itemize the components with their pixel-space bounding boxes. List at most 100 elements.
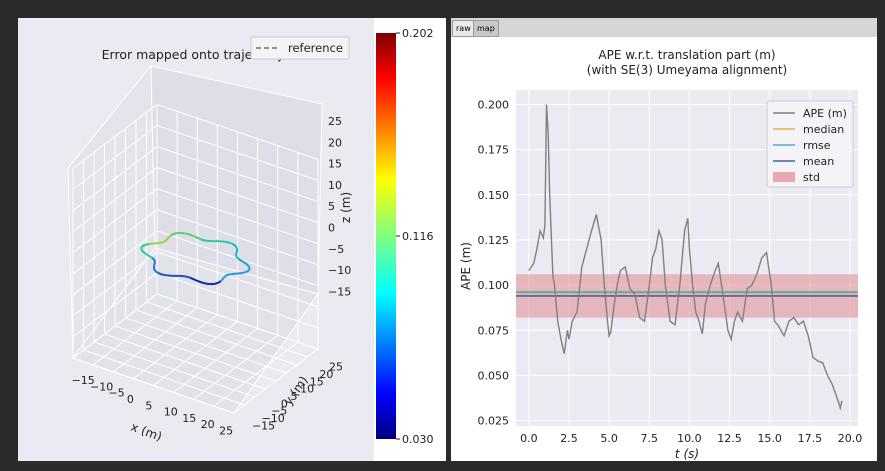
trajectory-segment <box>225 274 228 277</box>
floor-grid-line <box>146 301 308 358</box>
x-tick-label: 5 <box>145 399 152 412</box>
trajectory-segment <box>140 245 144 249</box>
trajectory-segment <box>194 278 198 282</box>
trajectory-segment <box>142 250 146 254</box>
trajectory-3d-plot: Error mapped onto trajectory reference −… <box>18 18 434 461</box>
trajectory-segment <box>234 244 237 248</box>
trajectory-segment <box>235 246 238 249</box>
trajectory-segment <box>230 242 234 245</box>
z-tick-label: −15 <box>328 285 351 298</box>
y-axis-label: APE (m) <box>459 242 473 290</box>
legend-swatch-std <box>773 172 795 182</box>
y-tick-label: −10 <box>262 412 285 425</box>
x-tick-label: 20 <box>201 418 215 431</box>
z-tick-label: 25 <box>328 115 342 128</box>
axis-ticks: −15−10−5 0 5 10 15 20 25 −15−10−505101520252520… <box>72 115 352 438</box>
trajectory-segment <box>185 275 189 279</box>
trajectory-segment <box>240 259 244 263</box>
trajectory-segment <box>173 232 177 235</box>
floor-grid-line <box>135 309 298 366</box>
colorbar-min-label: 0.030 <box>402 433 434 446</box>
trajectory-segment <box>155 270 159 274</box>
trajectory-segment <box>247 268 251 272</box>
y-tick-label: 0.050 <box>478 369 510 382</box>
trajectory-segment <box>163 273 167 277</box>
trajectory-segment <box>224 274 227 278</box>
trajectory-segment <box>161 240 165 244</box>
y-tick-label: 0.025 <box>478 415 510 428</box>
trajectory-segment <box>235 256 239 259</box>
x-tick-label: 25 <box>219 425 233 438</box>
ape-series-line <box>528 104 843 411</box>
chart-subtitle: (with SE(3) Umeyama alignment) <box>587 63 787 77</box>
x-tick-label: 7.5 <box>641 432 659 445</box>
tab-map[interactable]: map <box>473 20 499 37</box>
y-tick-label: 0 <box>281 397 288 410</box>
trajectory-segment <box>152 258 156 261</box>
x-tick-label: 10 <box>164 406 178 419</box>
y-tick-label: 5 <box>290 390 297 403</box>
colorbar <box>376 33 396 439</box>
trajectory-segment <box>197 280 201 283</box>
legend-label-median: median <box>803 123 844 136</box>
x-tick-label: 17.5 <box>798 432 823 445</box>
x-tick-label: −10 <box>90 380 113 393</box>
trajectory-segment <box>190 276 194 280</box>
trajectory-segment <box>166 237 169 240</box>
floor-grid-line <box>125 317 287 374</box>
trajectory-segment <box>226 273 230 277</box>
trajectory-segment <box>146 243 150 246</box>
trajectory-segment <box>192 277 196 281</box>
grid-lines <box>72 103 319 414</box>
x-axis-label: t (s) <box>675 447 699 461</box>
trajectory-segment <box>244 270 248 274</box>
colorbar-max-label: 0.202 <box>402 27 434 40</box>
tab-raw[interactable]: raw <box>452 20 475 37</box>
axis-ticks: 0.0 2.5 5.0 7.5 10.0 12.5 15.0 17.5 20.0 0.025 0.0… <box>478 98 863 445</box>
trajectory-segment <box>238 258 242 262</box>
x-tick-label: 2.5 <box>560 432 578 445</box>
legend-label-std: std <box>803 171 820 184</box>
tab-bar: raw map <box>451 18 877 37</box>
y-tick-label: 0.125 <box>478 234 510 247</box>
legend-box <box>250 36 350 60</box>
trajectory-segment <box>163 240 166 243</box>
trajectory-segment <box>167 236 170 239</box>
y-tick-label: 20 <box>319 368 333 381</box>
trajectory-segment <box>145 253 149 257</box>
y-tick-label: 15 <box>310 375 324 388</box>
trajectory-segment <box>227 241 231 244</box>
x-tick-label: 15 <box>182 412 196 425</box>
trajectory-segment <box>247 264 251 268</box>
trajectory-segment <box>151 257 155 260</box>
ape-panel: raw map 0.0 2.5 5.0 7.5 10.0 12.5 15.0 17.5 20.0… <box>451 18 877 461</box>
legend-label: reference <box>288 41 343 55</box>
trajectory-segment <box>193 235 197 239</box>
trajectory-segment <box>241 271 245 274</box>
z-tick-label: 0 <box>328 222 335 235</box>
trajectory-segment <box>168 235 172 238</box>
trajectory-segment <box>221 278 224 281</box>
trajectory-segment <box>200 238 204 241</box>
trajectory-segment <box>200 281 204 284</box>
y-tick-label: 0.075 <box>478 324 510 337</box>
trajectory-segment <box>219 279 223 282</box>
trajectory-segment <box>244 261 248 265</box>
trajectory-segment <box>242 260 246 264</box>
floor-grid-line <box>114 325 277 382</box>
x-tick-label: 12.5 <box>717 432 742 445</box>
trajectory-segment <box>153 268 156 271</box>
x-tick-label: −5 <box>108 387 124 400</box>
z-tick-label: 5 <box>328 200 335 213</box>
trajectory-segment <box>165 238 168 242</box>
trajectory-segment <box>246 269 249 273</box>
y-tick-label: 25 <box>329 361 343 374</box>
trajectory-segment <box>149 255 153 259</box>
trajectory-segment <box>157 272 161 275</box>
plot-title: Error mapped onto trajectory <box>102 47 285 62</box>
trajectory-segment <box>195 236 199 240</box>
trajectory-segment <box>245 263 249 267</box>
z-tick-label: −10 <box>328 264 351 277</box>
trajectory-segment <box>160 273 164 276</box>
trajectory-segment <box>171 232 175 236</box>
